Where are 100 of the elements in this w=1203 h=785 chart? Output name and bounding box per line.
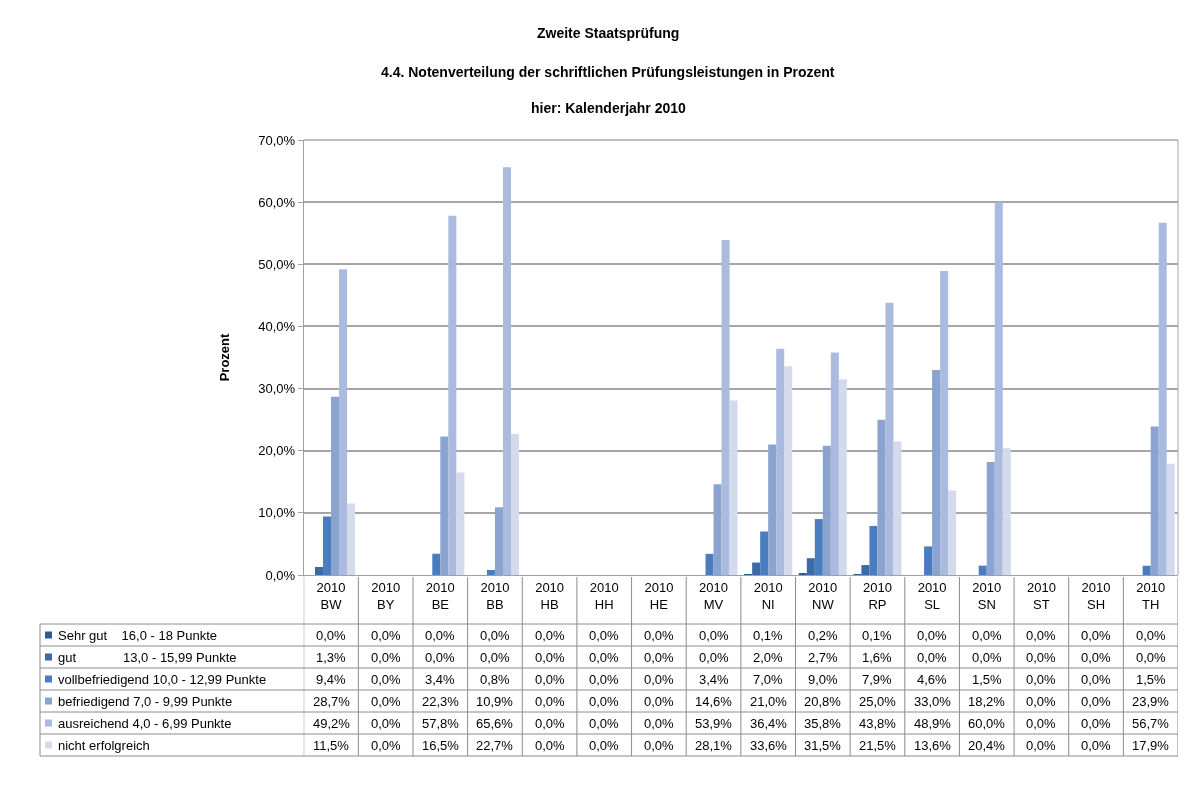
legend-label: gut 13,0 - 15,99 Punkte xyxy=(58,650,237,665)
data-label: 0,0% xyxy=(589,694,620,709)
x-tick-label: 2010 HH xyxy=(589,579,619,612)
data-label: 0,8% xyxy=(480,672,511,687)
bar xyxy=(323,516,332,575)
bar xyxy=(822,445,831,575)
legend-label: nicht erfolgreich xyxy=(58,738,150,753)
x-tick-label: 2010 NI xyxy=(753,579,783,612)
data-label: 0,0% xyxy=(644,738,675,753)
bar xyxy=(885,302,894,575)
data-label: 60,0% xyxy=(968,716,1006,731)
bar xyxy=(948,490,957,575)
data-label: 0,0% xyxy=(535,738,566,753)
y-tick-label: 50,0% xyxy=(258,256,296,272)
data-label: 23,9% xyxy=(1132,694,1170,709)
y-tick-label: 70,0% xyxy=(258,132,296,148)
data-label: 0,0% xyxy=(1026,672,1057,687)
data-label: 0,0% xyxy=(699,628,730,643)
data-label: 49,2% xyxy=(313,716,351,731)
y-tick-label: 30,0% xyxy=(258,381,296,397)
bar xyxy=(760,531,769,575)
bar xyxy=(721,240,730,575)
data-label: 0,0% xyxy=(535,716,566,731)
data-label: 0,0% xyxy=(1081,716,1112,731)
data-label: 0,0% xyxy=(589,628,620,643)
bar xyxy=(830,352,839,575)
data-label: 0,2% xyxy=(808,628,839,643)
data-label: 0,0% xyxy=(589,650,620,665)
data-label: 57,8% xyxy=(422,716,460,731)
bar xyxy=(776,348,785,575)
data-label: 0,0% xyxy=(1081,628,1112,643)
x-tick-label: 2010 BY xyxy=(371,579,401,612)
bar xyxy=(432,553,441,575)
data-label: 10,9% xyxy=(476,694,514,709)
bar xyxy=(705,553,714,575)
bar xyxy=(1166,463,1175,575)
data-label: 0,0% xyxy=(371,716,402,731)
data-label: 0,0% xyxy=(1136,650,1167,665)
data-label: 0,0% xyxy=(535,672,566,687)
data-label: 0,0% xyxy=(535,650,566,665)
data-label: 0,0% xyxy=(371,694,402,709)
data-label: 31,5% xyxy=(804,738,842,753)
data-label: 0,0% xyxy=(425,628,456,643)
data-label: 0,0% xyxy=(1081,650,1112,665)
data-label: 7,9% xyxy=(862,672,893,687)
bar xyxy=(729,400,738,575)
data-label: 35,8% xyxy=(804,716,842,731)
x-tick-label: 2010 SL xyxy=(917,579,947,612)
bar xyxy=(456,472,465,575)
data-label: 9,0% xyxy=(808,672,839,687)
data-label: 0,0% xyxy=(316,628,347,643)
data-label: 25,0% xyxy=(859,694,897,709)
data-label: 0,0% xyxy=(1026,650,1057,665)
data-label: 0,0% xyxy=(644,672,675,687)
data-label: 0,0% xyxy=(644,716,675,731)
x-tick-label: 2010 HB xyxy=(535,579,565,612)
data-label: 20,4% xyxy=(968,738,1006,753)
y-tick-label: 20,0% xyxy=(258,443,296,459)
legend-label: ausreichend 4,0 - 6,99 Punkte xyxy=(58,716,232,731)
data-label: 1,5% xyxy=(1136,672,1167,687)
y-tick-label: 40,0% xyxy=(258,318,296,334)
data-label: 1,5% xyxy=(972,672,1003,687)
bar xyxy=(932,369,941,575)
data-label: 11,5% xyxy=(313,738,350,753)
data-label: 0,0% xyxy=(644,628,675,643)
data-label: 0,0% xyxy=(371,672,402,687)
bar xyxy=(924,546,933,575)
bar xyxy=(861,565,870,575)
data-label: 28,1% xyxy=(695,738,733,753)
bar xyxy=(814,519,823,575)
x-tick-label: 2010 ST xyxy=(1026,579,1056,612)
bar xyxy=(510,433,519,575)
legend-label: befriedigend 7,0 - 9,99 Punkte xyxy=(58,694,233,709)
data-label: 0,0% xyxy=(371,650,402,665)
data-label: 0,0% xyxy=(589,716,620,731)
data-label: 0,0% xyxy=(535,628,566,643)
data-label: 3,4% xyxy=(425,672,456,687)
data-label: 0,0% xyxy=(371,628,402,643)
bar xyxy=(331,396,340,575)
data-label: 65,6% xyxy=(476,716,514,731)
bar xyxy=(994,202,1003,575)
bar xyxy=(1158,222,1167,575)
bar xyxy=(339,269,348,575)
data-label: 0,0% xyxy=(480,650,511,665)
bar xyxy=(713,484,722,575)
data-label: 0,0% xyxy=(1026,694,1057,709)
bar xyxy=(806,558,815,575)
legend-label: Sehr gut 16,0 - 18 Punkte xyxy=(58,628,217,643)
data-label: 0,0% xyxy=(644,650,675,665)
data-label: 20,8% xyxy=(804,694,842,709)
data-label: 9,4% xyxy=(316,672,347,687)
bar xyxy=(838,379,847,575)
data-label: 4,6% xyxy=(917,672,948,687)
x-tick-label: 2010 NW xyxy=(808,579,838,612)
data-label: 17,9% xyxy=(1132,738,1170,753)
bar xyxy=(494,507,503,575)
chart-title: Zweite Staatsprüfung xyxy=(537,25,680,41)
data-label: 1,3% xyxy=(316,650,347,665)
x-tick-label: 2010 BE xyxy=(425,579,455,612)
data-label: 36,4% xyxy=(750,716,788,731)
